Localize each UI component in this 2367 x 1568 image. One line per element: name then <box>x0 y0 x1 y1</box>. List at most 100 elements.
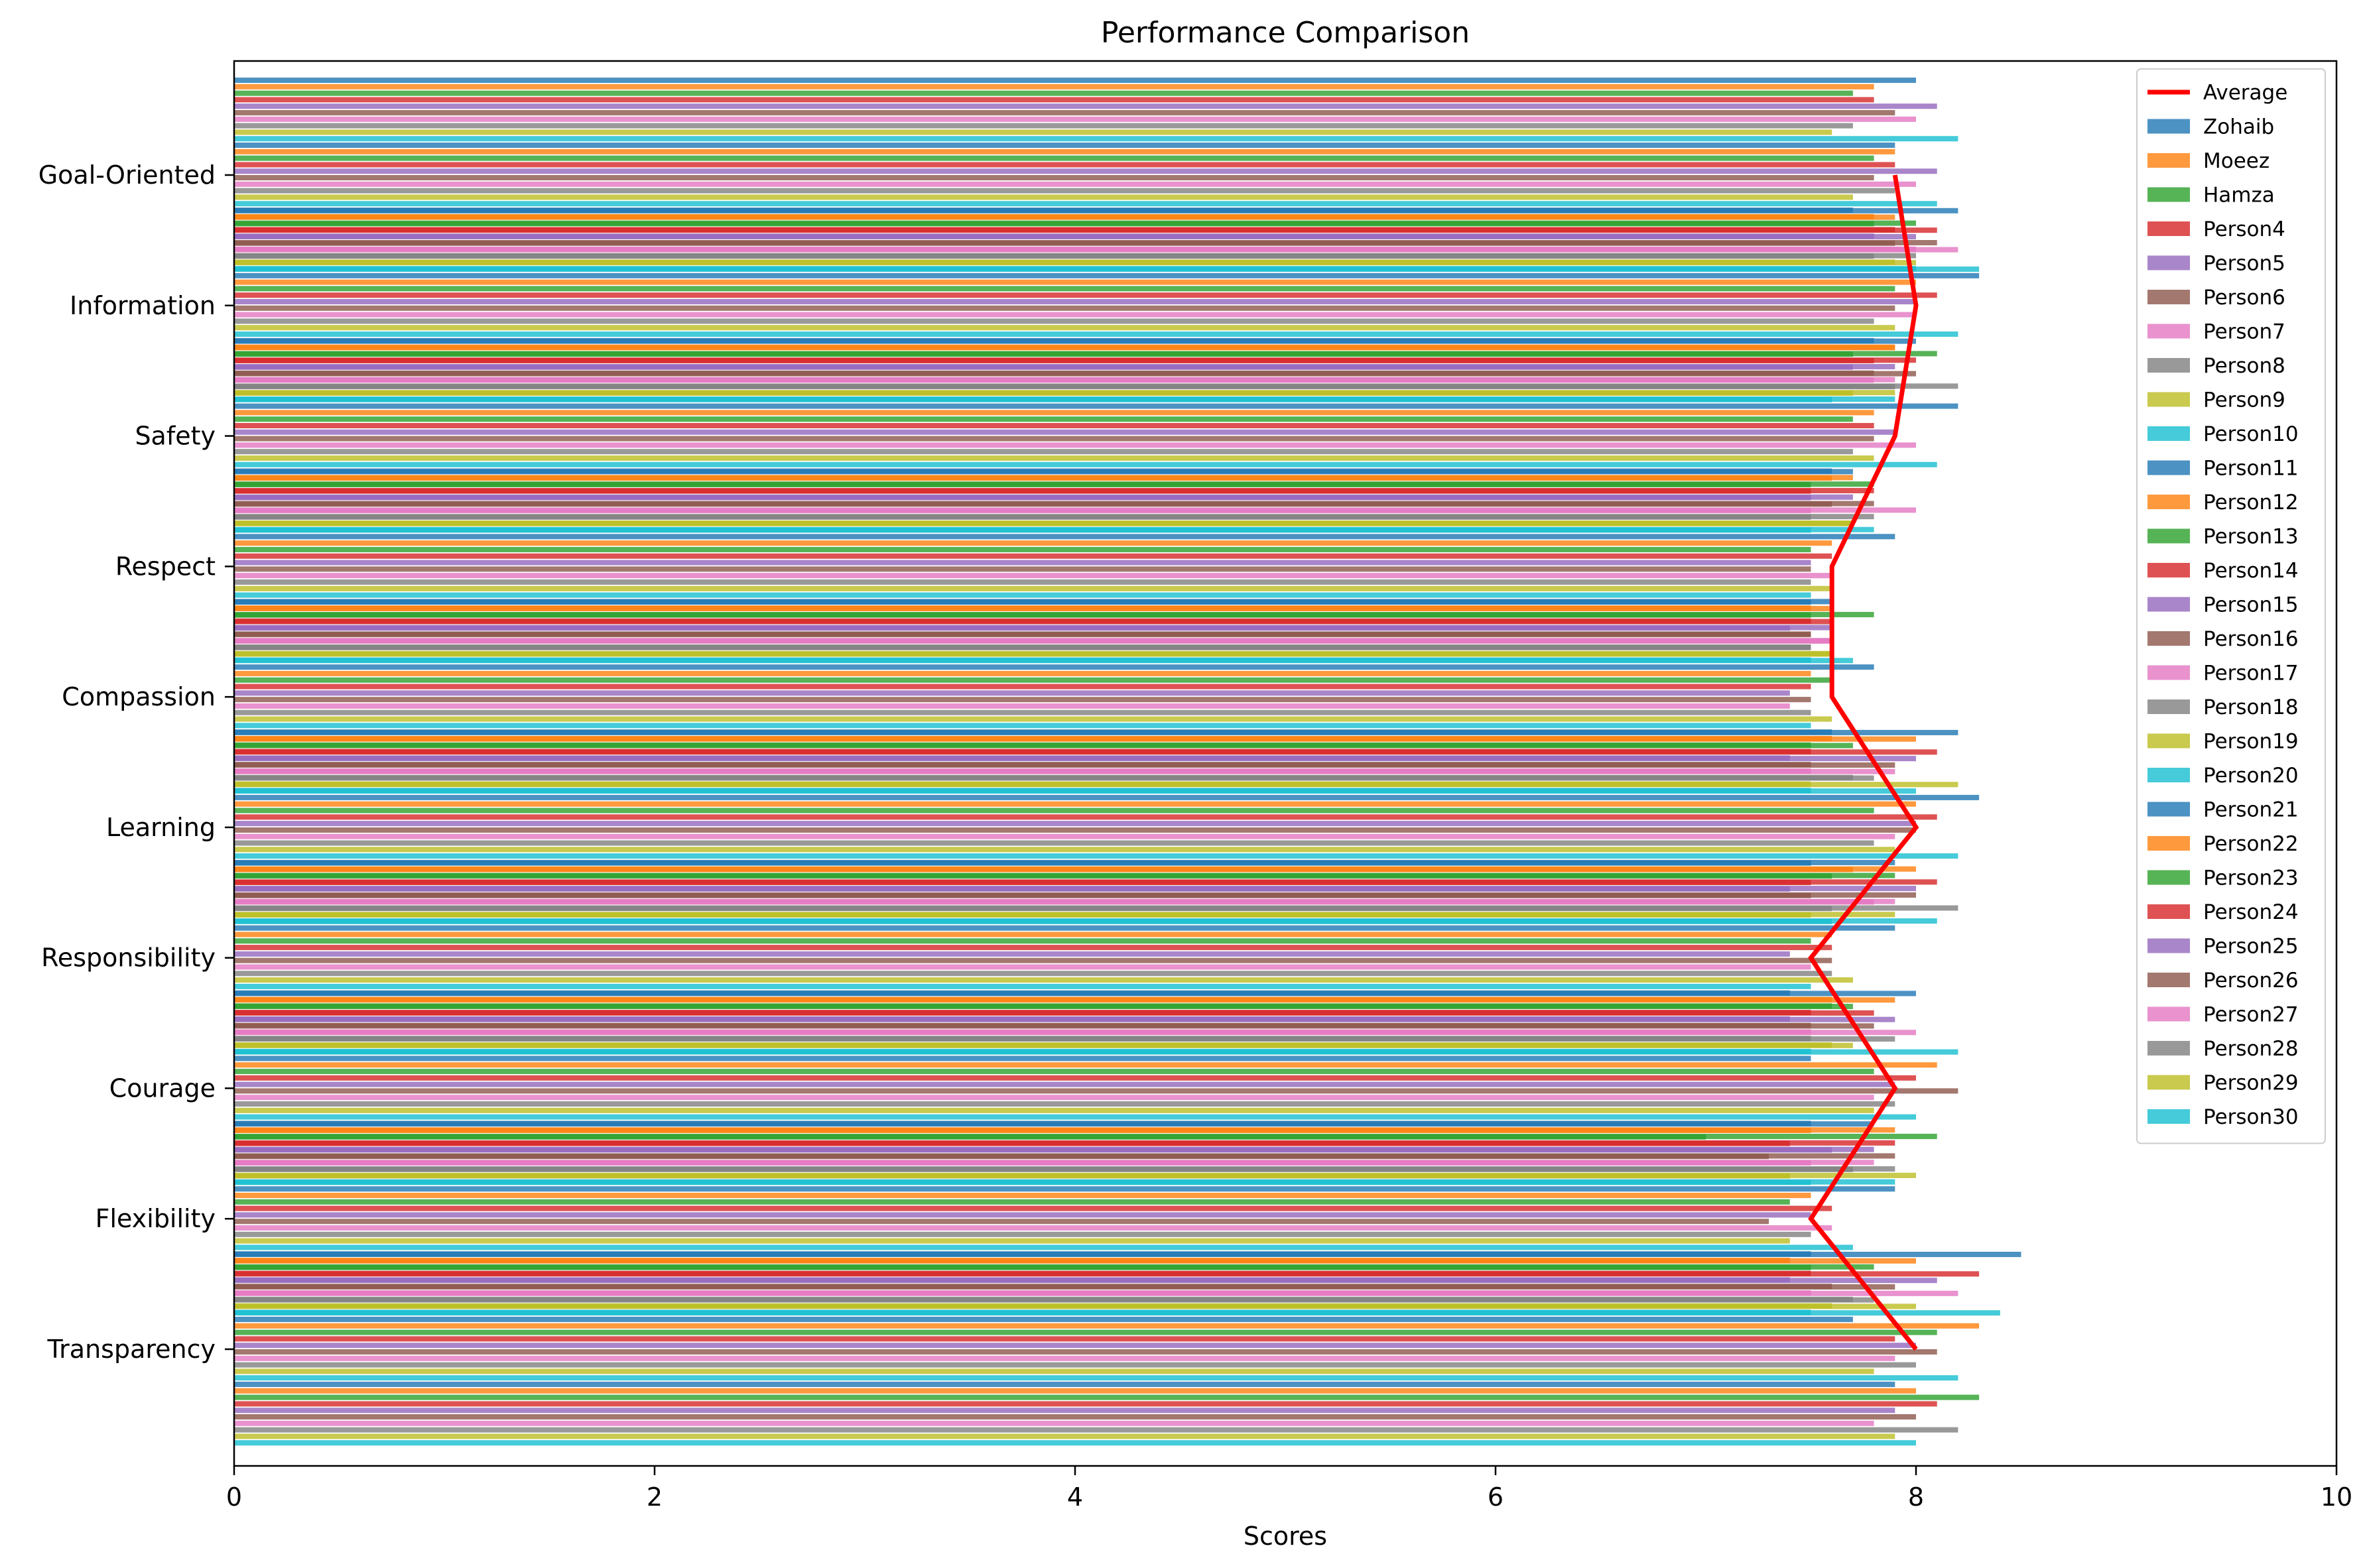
series-Person23 <box>234 220 1980 1400</box>
bar <box>234 227 1895 233</box>
legend-swatch <box>2147 597 2190 612</box>
bar <box>234 566 1811 572</box>
bar <box>234 298 1916 305</box>
bar <box>234 1140 1895 1146</box>
series-Person14 <box>234 162 1937 1342</box>
bar <box>234 918 1937 924</box>
plot-area-frame <box>233 60 2338 1467</box>
bar <box>234 1095 1874 1101</box>
bar <box>234 1309 1811 1315</box>
bar <box>234 1179 1895 1185</box>
series-Person26 <box>234 240 1937 1420</box>
bar <box>234 149 1895 154</box>
bar <box>234 220 1916 226</box>
bar <box>234 540 1832 546</box>
bar <box>234 481 1874 487</box>
legend-swatch <box>2147 221 2190 236</box>
bar <box>234 1042 1832 1048</box>
bar <box>234 78 1916 84</box>
bar <box>234 546 1811 552</box>
bar <box>234 305 1895 311</box>
bar <box>234 625 1832 631</box>
legend-label: Person13 <box>2203 525 2299 549</box>
series-Person29 <box>234 259 1916 1439</box>
bar <box>234 1277 1790 1283</box>
bar <box>234 487 1874 493</box>
legend-label: Person10 <box>2203 422 2299 446</box>
bar <box>234 201 1937 207</box>
legend-entry: Person22 <box>2147 832 2299 856</box>
bar <box>234 377 1895 383</box>
bar <box>234 762 1811 768</box>
bar <box>234 1244 1853 1250</box>
bar <box>234 468 1832 474</box>
bar <box>234 599 1832 605</box>
legend-swatch <box>2147 904 2190 919</box>
average-line <box>1808 174 1919 1351</box>
bar <box>234 755 1790 761</box>
series-Person30 <box>234 266 1937 1446</box>
bar <box>234 1388 1916 1394</box>
bar <box>234 1408 1895 1414</box>
bar <box>234 1199 1790 1205</box>
legend-entry: Person7 <box>2147 320 2285 344</box>
legend-label: Person5 <box>2203 252 2285 276</box>
bar <box>234 1153 1895 1159</box>
y-axis: Transparency Flexibility Courage Responsibi… <box>38 160 234 1364</box>
series-Person28 <box>234 253 1958 1433</box>
legend-entry: Person5 <box>2147 252 2285 276</box>
bar <box>234 1258 1790 1264</box>
bar <box>234 774 1853 780</box>
series-Person27 <box>234 246 1916 1426</box>
legend-swatch <box>2147 938 2190 953</box>
bar <box>234 723 1811 729</box>
legend-swatch <box>2147 528 2190 544</box>
legend-label: Person12 <box>2203 491 2299 514</box>
bar <box>234 410 1874 416</box>
bar <box>234 1193 1811 1199</box>
average-line-layer <box>1808 174 1919 1351</box>
bar <box>234 644 1811 650</box>
bar <box>234 977 1853 983</box>
legend-swatch <box>2147 1006 2190 1022</box>
bar <box>234 494 1853 500</box>
bar <box>234 331 1958 337</box>
legend-swatch <box>2147 153 2190 168</box>
bar <box>234 168 1937 174</box>
bar <box>234 1329 1937 1335</box>
bar <box>234 534 1895 540</box>
series-Person25 <box>234 233 1916 1414</box>
bar <box>234 1414 1916 1420</box>
bar <box>234 403 1958 409</box>
bar <box>234 879 1937 885</box>
bar <box>234 123 1853 129</box>
x-tick-label: 2 <box>647 1482 663 1512</box>
bar <box>234 638 1832 644</box>
bar <box>234 1323 1980 1329</box>
bar <box>234 1010 1811 1016</box>
legend-entry: Person21 <box>2147 798 2299 822</box>
bar <box>234 1303 1832 1309</box>
legend-entry: Person6 <box>2147 286 2285 310</box>
legend-label: Person26 <box>2203 969 2299 993</box>
series-Person15 <box>234 168 1937 1349</box>
series-Person20 <box>234 201 1958 1381</box>
series-Person13 <box>234 155 1937 1335</box>
bar <box>234 370 1874 376</box>
legend-swatch <box>2147 870 2190 885</box>
legend-entry: Person26 <box>2147 969 2299 993</box>
legend-entry: Person9 <box>2147 389 2285 412</box>
legend-entry: Person30 <box>2147 1105 2299 1129</box>
legend-swatch <box>2147 1109 2190 1124</box>
bar <box>234 246 1916 252</box>
bar <box>234 253 1916 259</box>
bar <box>234 1212 1811 1218</box>
bar <box>234 1290 1811 1296</box>
bar <box>234 853 1958 859</box>
bar <box>234 1101 1895 1107</box>
bar <box>234 585 1832 591</box>
bar <box>234 1362 1916 1368</box>
series-Person21 <box>234 208 1895 1388</box>
bar <box>234 1003 1832 1009</box>
